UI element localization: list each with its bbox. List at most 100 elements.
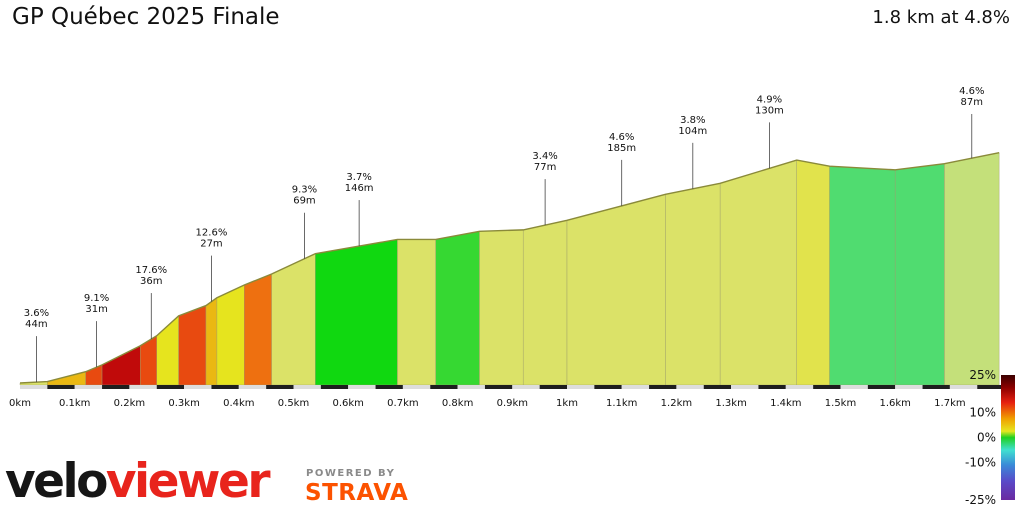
distance-band bbox=[922, 385, 950, 389]
grade-segment bbox=[944, 152, 1000, 386]
annotation-length: 104m bbox=[678, 126, 707, 137]
x-tick-label: 0.4km bbox=[223, 398, 254, 409]
annotation-length: 36m bbox=[140, 276, 162, 287]
x-tick-label: 1.3km bbox=[715, 398, 746, 409]
distance-band bbox=[484, 385, 513, 389]
annotation-length: 31m bbox=[85, 304, 107, 315]
climb-summary: 1.8 km at 4.8% bbox=[872, 7, 1010, 28]
annotation-grade: 3.4% bbox=[532, 151, 557, 162]
strava-logo: STRAVA bbox=[305, 480, 409, 506]
grade-segment bbox=[566, 194, 666, 386]
logo-viewer: viewer bbox=[105, 454, 271, 509]
annotation-length: 77m bbox=[534, 162, 556, 173]
distance-band bbox=[156, 385, 185, 389]
grade-segment bbox=[178, 305, 207, 386]
grade-segment bbox=[397, 239, 436, 386]
x-tick-label: 1km bbox=[556, 398, 578, 409]
profile-line bbox=[19, 152, 1000, 384]
annotation-grade: 3.8% bbox=[680, 115, 705, 126]
grade-segment bbox=[796, 159, 830, 386]
grade-segment bbox=[205, 297, 218, 386]
distance-band bbox=[703, 385, 732, 389]
annotation-grade: 17.6% bbox=[135, 265, 167, 276]
grade-color-legend bbox=[1001, 375, 1015, 500]
grade-segment bbox=[271, 253, 316, 386]
distance-band bbox=[211, 385, 239, 389]
distance-band bbox=[539, 385, 567, 389]
distance-band bbox=[238, 385, 267, 389]
annotation-grade: 4.9% bbox=[757, 94, 782, 105]
grade-legend-ticks: 25% 10% 0% -10% -25% bbox=[965, 368, 996, 507]
x-tick-label: 1.7km bbox=[934, 398, 965, 409]
distance-band bbox=[977, 385, 1005, 389]
annotation-grade: 4.6% bbox=[959, 86, 984, 97]
x-tick-label: 0.3km bbox=[168, 398, 199, 409]
x-tick-label: 0.6km bbox=[332, 398, 363, 409]
legend-tick-label: 10% bbox=[969, 406, 996, 420]
distance-band bbox=[47, 385, 75, 389]
annotation-length: 44m bbox=[25, 319, 47, 330]
grade-segment bbox=[315, 239, 398, 386]
grade-segment bbox=[523, 220, 568, 386]
distance-band bbox=[785, 385, 814, 389]
distance-band bbox=[402, 385, 431, 389]
distance-band bbox=[621, 385, 650, 389]
annotation-length: 87m bbox=[961, 97, 983, 108]
distance-bar bbox=[20, 385, 1005, 389]
annotation-length: 27m bbox=[200, 239, 222, 250]
grade-segment bbox=[719, 159, 797, 386]
distance-band bbox=[102, 385, 130, 389]
annotation-grade: 4.6% bbox=[609, 132, 634, 143]
distance-band bbox=[375, 385, 403, 389]
x-tick-label: 1.5km bbox=[825, 398, 856, 409]
x-tick-label: 0.8km bbox=[442, 398, 473, 409]
annotation-grade: 3.6% bbox=[24, 308, 49, 319]
annotation-length: 146m bbox=[345, 183, 374, 194]
distance-band bbox=[567, 385, 595, 389]
segment-annotations: 3.6%44m 9.1%31m 17.6%36m 12.6%27m 9.3%69m 3.7… bbox=[24, 86, 984, 383]
distance-band bbox=[949, 385, 978, 389]
distance-band bbox=[430, 385, 458, 389]
grade-segment bbox=[435, 231, 480, 386]
distance-band bbox=[813, 385, 841, 389]
distance-band bbox=[649, 385, 677, 389]
distance-band bbox=[293, 385, 321, 389]
distance-band bbox=[867, 385, 896, 389]
x-tick-label: 1.4km bbox=[770, 398, 801, 409]
legend-tick-label: -10% bbox=[965, 456, 996, 470]
x-tick-label: 0.7km bbox=[387, 398, 418, 409]
distance-band bbox=[895, 385, 923, 389]
grade-segment bbox=[216, 284, 245, 386]
legend-tick-label: 0% bbox=[977, 431, 996, 445]
x-tick-label: 0.2km bbox=[114, 398, 145, 409]
grade-color-scale bbox=[1001, 375, 1015, 500]
annotation-length: 130m bbox=[755, 105, 784, 116]
grade-segment bbox=[140, 335, 157, 386]
distance-band bbox=[74, 385, 103, 389]
profile-outline bbox=[19, 152, 1000, 384]
annotation-grade: 9.1% bbox=[84, 293, 109, 304]
veloviewer-logo: veloviewer bbox=[5, 452, 271, 512]
powered-by-label: POWERED BY bbox=[306, 468, 396, 479]
distance-band bbox=[129, 385, 157, 389]
x-tick-label: 1.2km bbox=[661, 398, 692, 409]
distance-band bbox=[184, 385, 212, 389]
grade-segment bbox=[244, 273, 272, 386]
annotation-length: 185m bbox=[607, 143, 636, 154]
distance-band bbox=[758, 385, 786, 389]
distance-band bbox=[320, 385, 349, 389]
grade-segment bbox=[829, 165, 896, 386]
x-tick-label: 1.6km bbox=[879, 398, 910, 409]
x-tick-label: 0.5km bbox=[278, 398, 309, 409]
annotation-grade: 12.6% bbox=[196, 228, 228, 239]
distance-band bbox=[594, 385, 622, 389]
grade-segments bbox=[19, 152, 1000, 386]
annotation-length: 69m bbox=[293, 196, 315, 207]
x-tick-label: 1.1km bbox=[606, 398, 637, 409]
logo-velo: velo bbox=[5, 454, 108, 509]
distance-band bbox=[512, 385, 540, 389]
x-axis-ticks: 0km 0.1km 0.2km 0.3km 0.4km 0.5km 0.6km 0.7km 0.… bbox=[9, 398, 966, 409]
distance-band bbox=[840, 385, 868, 389]
x-tick-label: 0km bbox=[9, 398, 31, 409]
